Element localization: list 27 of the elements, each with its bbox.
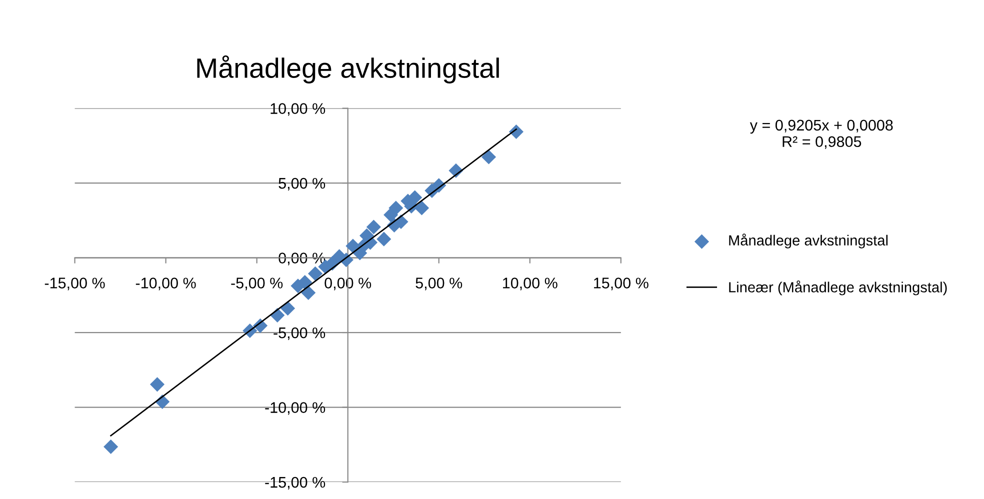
y-tick-label: -5,00 %	[274, 327, 326, 340]
point	[104, 439, 118, 454]
point	[308, 266, 323, 281]
x-tick-label: 15,00 %	[594, 278, 648, 290]
x-tick-label: -15,00 %	[44, 278, 105, 290]
point	[366, 220, 381, 234]
y-tick-label: 5,00 %	[278, 178, 326, 191]
y-tick-label: -10,00 %	[265, 402, 326, 415]
x-tick-label: 5,00 %	[416, 278, 462, 290]
point	[290, 278, 306, 294]
point	[301, 285, 316, 300]
x-tick-label: 10,00 %	[503, 278, 558, 290]
y-tick-label: 10,00 %	[270, 103, 326, 116]
chart-title: Månadlege avkstningstal	[197, 55, 499, 84]
legend-label: Månadlege avkstningstal	[729, 234, 888, 248]
point	[384, 208, 398, 222]
point	[376, 232, 392, 246]
point	[280, 301, 296, 316]
point	[150, 377, 165, 392]
point	[481, 150, 496, 164]
x-tick-label: -10,00 %	[136, 278, 196, 290]
text: y = 0,9205x + 0,0008 R² = 0,9805	[750, 120, 893, 149]
x-tick-label: -5,00 %	[231, 278, 283, 290]
y-tick-label: -15,00 %	[265, 476, 326, 490]
point	[414, 200, 430, 216]
x-tick-label: 0,00 %	[324, 278, 372, 290]
legend-label: Lineær (Månadlege avkstningstal)	[729, 280, 947, 296]
